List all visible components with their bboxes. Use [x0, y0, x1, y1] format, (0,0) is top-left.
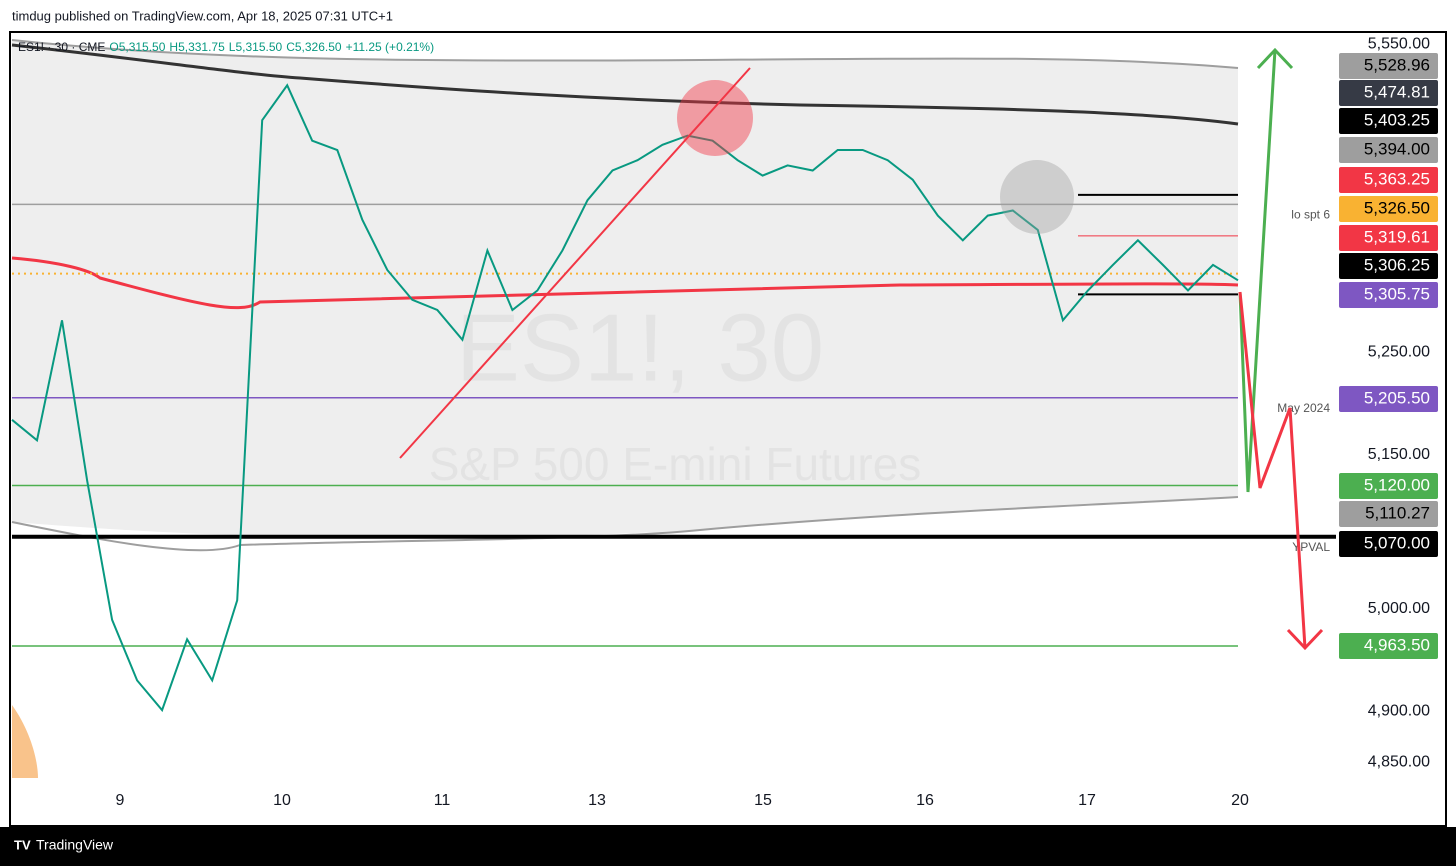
- price-label-box: [1339, 473, 1438, 499]
- price-label-box: [1339, 137, 1438, 163]
- watermark-subtitle: S&P 500 E-mini Futures: [429, 438, 922, 490]
- price-label-box: [1339, 501, 1438, 527]
- level-note: YPVAL: [1292, 540, 1330, 554]
- y-tick-label: 5,250.00: [1368, 343, 1430, 360]
- axes: 5,550.00 5,250.00 5,150.00 5,000.00 4,900.00…: [116, 36, 1438, 809]
- ohlc-value: L5,315.50: [229, 40, 283, 54]
- symbol-legend: ES1! · 30 · CME O5,315.50 H5,331.75 L5,315.…: [18, 40, 434, 54]
- price-label: 5,474.81: [1364, 82, 1430, 101]
- y-tick-label: 5,150.00: [1368, 446, 1430, 463]
- price-series: [11, 83, 1239, 713]
- price-label: 5,070.00: [1364, 533, 1430, 552]
- ohlc-value: C5,326.50: [286, 40, 342, 54]
- y-tick-label: 4,900.00: [1368, 702, 1430, 719]
- price-label: 5,110.27: [1365, 503, 1430, 522]
- ohlc-value: H5,331.75: [169, 40, 225, 54]
- footer-brand: TradingView: [36, 837, 114, 853]
- price-label-box: [1339, 282, 1438, 308]
- footer-bar: [0, 827, 1456, 866]
- x-tick-label: 15: [754, 792, 772, 809]
- price-label-box: [1339, 53, 1438, 79]
- x-tick-label: 11: [434, 792, 451, 809]
- highlight-circle: [677, 80, 753, 156]
- price-label: 4,963.50: [1364, 635, 1430, 654]
- level-note: May 2024: [1277, 401, 1330, 415]
- price-label-box: [1339, 633, 1438, 659]
- price-label: 5,305.75: [1364, 284, 1430, 303]
- highlight-circle: [1000, 160, 1074, 234]
- price-label: 5,326.50: [1364, 198, 1430, 217]
- arrow-head: [1286, 628, 1324, 651]
- price-label: 5,306.25: [1364, 255, 1430, 274]
- price-label-box: [1339, 531, 1438, 557]
- band-upper: [11, 39, 1239, 69]
- price-label-box: [1339, 225, 1438, 251]
- volume-profile-band: [12, 40, 1238, 539]
- x-tick-label: 17: [1078, 792, 1096, 809]
- price-line: [11, 83, 1239, 713]
- price-label: 5,394.00: [1364, 139, 1430, 158]
- level-note: lo spt 6: [1291, 208, 1330, 222]
- footer-logo: TV: [14, 837, 31, 852]
- symbol: ES1! · 30 · CME: [18, 40, 105, 54]
- x-tick-label: 13: [588, 792, 606, 809]
- x-tick-label: 10: [273, 792, 291, 809]
- levels: lo spt 6 May 2024 YPVAL: [12, 193, 1336, 647]
- price-label-box: [1339, 196, 1438, 222]
- bull-projection: [1238, 49, 1277, 493]
- y-tick-label: 4,850.00: [1368, 754, 1430, 771]
- upper-average: [11, 43, 1239, 126]
- price-label: 5,363.25: [1364, 169, 1430, 188]
- publisher-info: timdug published on TradingView.com, Apr…: [12, 8, 393, 23]
- vwap-line: [11, 256, 1239, 310]
- watermark: ES1!, 30: [456, 294, 824, 401]
- corner-shape: [12, 705, 38, 778]
- price-label-box: [1339, 167, 1438, 193]
- price-label-box: [1339, 386, 1438, 412]
- price-label: 5,120.00: [1364, 475, 1430, 494]
- ohlc-value: O5,315.50: [109, 40, 165, 54]
- y-tick-label: 5,000.00: [1368, 600, 1430, 617]
- x-tick-label: 9: [116, 792, 125, 809]
- price-label: 5,319.61: [1364, 227, 1430, 246]
- ohlc-value: +11.25 (+0.21%): [346, 40, 435, 54]
- trend-line: [399, 67, 751, 459]
- price-label-box: [1339, 253, 1438, 279]
- bear-projection: [1238, 291, 1307, 649]
- x-tick-label: 20: [1231, 792, 1249, 809]
- x-tick-label: 16: [916, 792, 934, 809]
- price-label: 5,403.25: [1364, 110, 1430, 129]
- y-tick-label: 5,550.00: [1368, 36, 1430, 53]
- price-label-box: [1339, 80, 1438, 106]
- price-label-box: [1339, 108, 1438, 134]
- price-label: 5,528.96: [1364, 55, 1430, 74]
- arrow-head: [1256, 47, 1294, 70]
- price-label: 5,205.50: [1364, 388, 1430, 407]
